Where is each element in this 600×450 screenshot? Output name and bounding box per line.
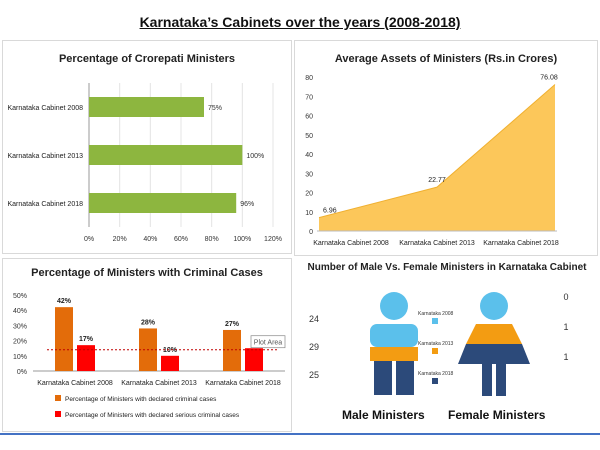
y-tick-label: 30 [305,171,313,178]
male-count-label: 29 [309,342,319,352]
x-tick-label: 60% [174,236,188,243]
category-label: Karnataka Cabinet 2018 [483,240,559,247]
criminal-chart-title: Percentage of Ministers with Criminal Ca… [31,267,263,279]
male-ministers-label: Male Ministers [342,408,425,422]
gender-infographic: 24 29 25 0 1 1 Karnataka 2008 Karnataka 2013 Kar… [309,292,569,396]
category-label: Karnataka Cabinet 2018 [205,380,281,387]
plot-area-tooltip-text: Plot Area [254,340,283,347]
bar [161,355,179,371]
crorepati-chart: 0% 20% 40% 60% 80% 100% 120% 75% Karnataka Cabin… [8,83,282,243]
female-count-label: 1 [563,352,568,362]
legend-swatch [55,411,61,417]
male-count-label: 24 [309,314,319,324]
category-label: Karnataka Cabinet 2013 [121,380,197,387]
gender-infographic-panel: Number of Male Vs. Female Ministers in K… [296,258,598,430]
male-count-label: 25 [309,370,319,380]
area-line [318,84,556,219]
assets-chart-title: Average Assets of Ministers (Rs.in Crore… [334,53,558,65]
bar [77,345,95,371]
y-tick-label: 40% [13,308,27,315]
y-tick-label: 80 [305,75,313,82]
x-tick-label: 40% [143,236,157,243]
x-tick-label: 80% [205,236,219,243]
category-label: Karnataka Cabinet 2008 [313,240,389,247]
y-tick-label: 0% [17,369,27,376]
bar [223,329,241,371]
bottom-divider [0,433,600,435]
y-tick-label: 10 [305,210,313,217]
y-tick-label: 40 [305,152,313,159]
gender-infographic-title: Number of Male Vs. Female Ministers in K… [307,262,587,273]
y-tick-label: 20 [305,191,313,198]
category-label: Karnataka Cabinet 2018 [8,201,84,208]
legend-label: Karnataka 2013 [418,341,454,347]
legend-swatch [55,395,61,401]
plot-area-tooltip-box [250,335,286,349]
crorepati-chart-title: Percentage of Crorepati Ministers [58,53,236,65]
bar [89,193,237,213]
x-tick-label: 0% [84,236,94,243]
female-figure-icon [458,292,530,396]
data-label: 28% [141,319,156,326]
data-label: 27% [225,321,240,328]
data-label: 76.08 [540,75,558,82]
data-label: 100% [246,153,264,160]
y-tick-label: 50% [13,293,27,300]
criminal-chart: 0% 10% 20% 30% 40% 50% 42% 17% Karnataka Cabinet… [13,293,286,419]
data-label: 10% [163,347,178,354]
category-label: Karnataka Cabinet 2008 [37,380,113,387]
data-label: 6.96 [323,208,337,215]
legend-label: Percentage of Ministers with declared se… [65,412,240,419]
data-label: 17% [79,336,94,343]
bar [55,307,73,371]
male-figure-icon [370,292,418,395]
legend-label: Percentage of Ministers with declared cr… [65,396,217,403]
x-tick-label: 20% [113,236,127,243]
female-ministers-label: Female Ministers [448,408,546,422]
x-tick-label: 120% [264,236,282,243]
x-tick-label: 100% [233,236,251,243]
legend-swatch [432,348,438,354]
data-label: 75% [208,105,222,112]
y-tick-label: 70 [305,94,313,101]
bar [245,348,263,371]
bar [89,145,243,165]
bar [89,97,204,117]
category-label: Karnataka Cabinet 2013 [8,153,84,160]
area-fill [319,84,555,231]
y-tick-label: 50 [305,133,313,140]
legend-swatch [432,318,438,324]
y-tick-label: 30% [13,323,27,330]
legend-label: Karnataka 2018 [418,371,454,377]
legend-swatch [432,378,438,384]
category-label: Karnataka Cabinet 2008 [8,105,84,112]
female-count-label: 0 [563,292,568,302]
assets-chart-panel: Average Assets of Ministers (Rs.in Crore… [294,40,598,256]
assets-chart: 0 10 20 30 40 50 60 70 80 6.96 Karnataka Cabinet 2… [305,75,559,247]
y-tick-label: 60 [305,114,313,121]
legend-label: Karnataka 2008 [418,311,454,317]
data-label: 42% [57,298,72,305]
main-title: Karnataka’s Cabinets over the years (200… [139,14,461,30]
crorepati-chart-panel: Percentage of Crorepati Ministers 0% 20% 4… [2,40,292,254]
data-label: 22.77 [428,177,446,184]
criminal-chart-panel: Percentage of Ministers with Criminal Ca… [2,258,292,432]
female-count-label: 1 [563,322,568,332]
y-tick-label: 20% [13,339,27,346]
category-label: Karnataka Cabinet 2013 [399,240,475,247]
y-tick-label: 10% [13,354,27,361]
y-tick-label: 0 [309,229,313,236]
data-label: 96% [240,201,254,208]
